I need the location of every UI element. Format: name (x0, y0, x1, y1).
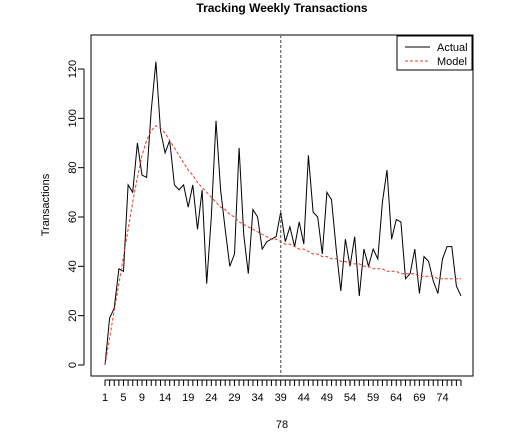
x-tick-label: 14 (159, 392, 171, 404)
x-axis: 1 5 9 14 19 24 29 34 39 44 49 54 59 64 69 74 (102, 379, 462, 404)
series-line-model (104, 125, 461, 366)
y-tick-label: 120 (67, 60, 79, 78)
x-axis-label: 78 (276, 419, 288, 431)
x-tick-label: 29 (228, 392, 240, 404)
x-tick-label: 5 (120, 392, 126, 404)
y-axis: 0 20 40 60 80 100 120 (67, 60, 85, 368)
x-tick-label: 19 (182, 392, 194, 404)
y-tick-label: 0 (67, 362, 79, 368)
y-tick-label: 80 (67, 162, 79, 174)
legend-box (396, 35, 473, 71)
legend: Actual Model (396, 35, 473, 71)
legend-label-model: Model (437, 56, 467, 68)
x-tick-label: 64 (390, 392, 402, 404)
x-tick-label: 34 (251, 392, 263, 404)
x-tick-label: 69 (413, 392, 425, 404)
plot-area (90, 34, 474, 377)
y-tick-label: 100 (67, 109, 79, 127)
x-tick-label: 24 (205, 392, 217, 404)
x-tick-label: 1 (102, 392, 108, 404)
series-line-actual (104, 61, 462, 366)
legend-label-actual: Actual (437, 42, 468, 54)
x-tick-label: 54 (344, 392, 356, 404)
x-tick-label: 49 (321, 392, 333, 404)
x-tick-label: 44 (298, 392, 310, 404)
x-tick-label: 59 (367, 392, 379, 404)
chart-title: Tracking Weekly Transactions (196, 1, 368, 15)
y-tick-label: 40 (67, 260, 79, 272)
y-tick-label: 20 (67, 310, 79, 322)
x-tick-label: 9 (139, 392, 145, 404)
y-tick-label: 60 (67, 211, 79, 223)
x-tick-label: 39 (275, 392, 287, 404)
y-axis-label: Transactions (40, 173, 52, 236)
x-tick-label: 74 (436, 392, 448, 404)
series-lines (104, 61, 462, 366)
